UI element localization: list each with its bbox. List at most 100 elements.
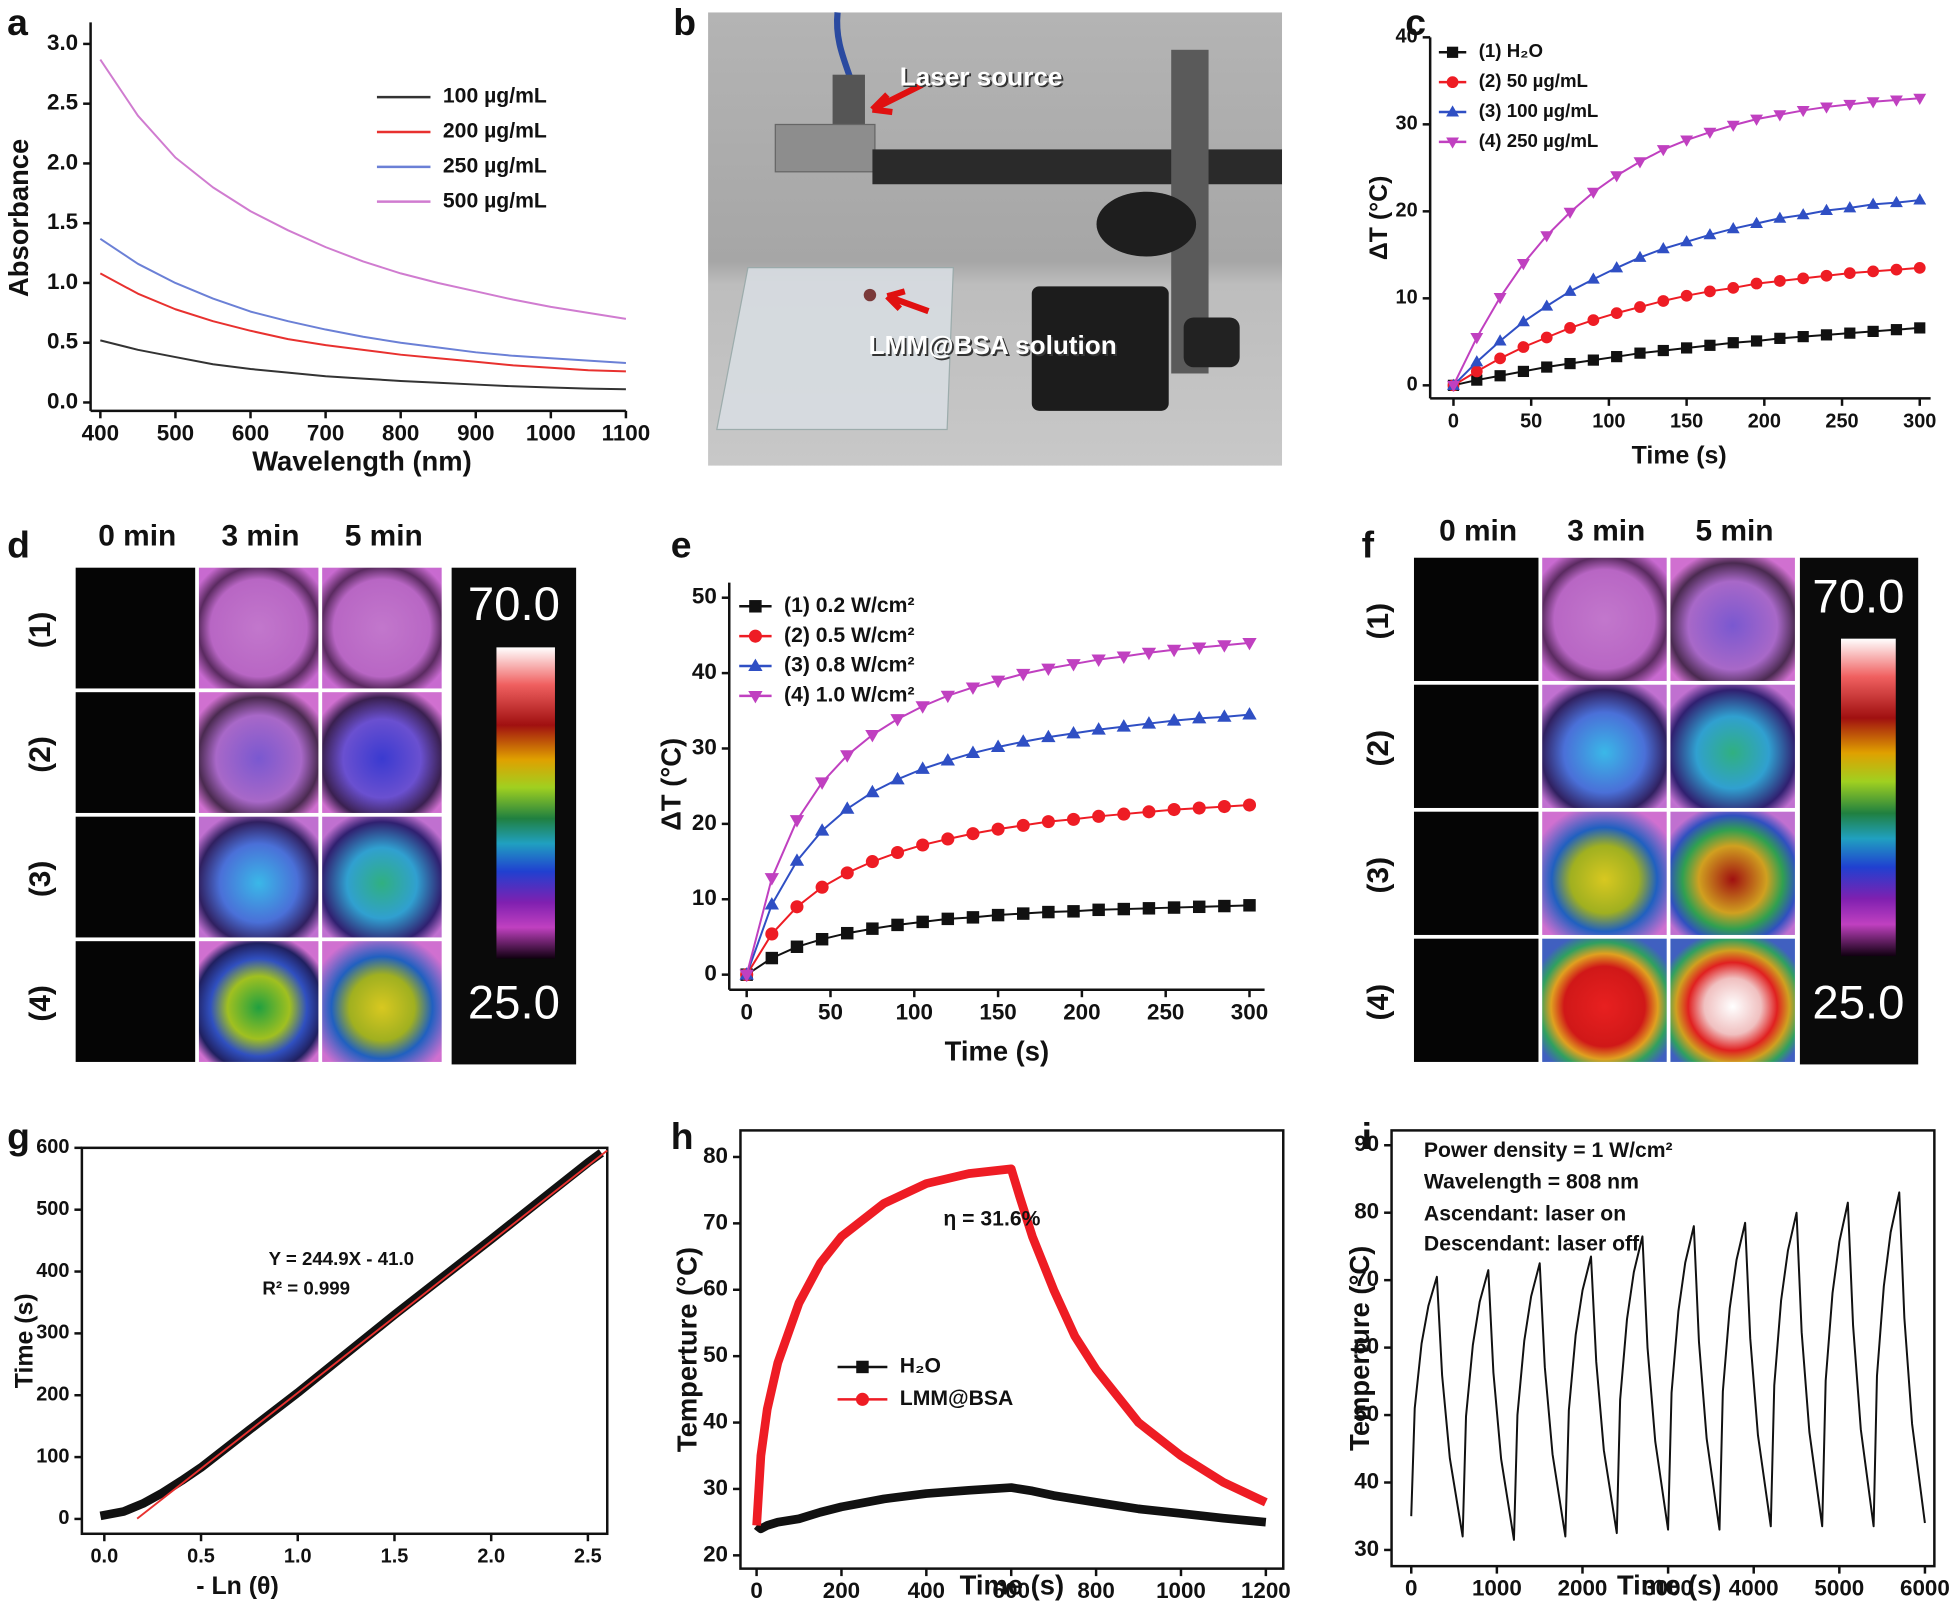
- annotation: Descendant: laser off: [1424, 1233, 1640, 1256]
- marker: [1516, 315, 1530, 327]
- marker: [990, 675, 1006, 689]
- marker: [790, 940, 804, 953]
- plot-frame: [80, 1146, 609, 1536]
- legend-label: 100 µg/mL: [443, 85, 547, 108]
- annotation: Wavelength = 808 nm: [1424, 1170, 1639, 1193]
- marker: [840, 801, 855, 814]
- y-axis-label: Absorbance: [3, 139, 34, 297]
- marker: [1867, 265, 1880, 278]
- marker: [965, 745, 981, 758]
- x-tick-label: 400: [82, 420, 119, 445]
- x-tick-label: 50: [818, 999, 843, 1024]
- marker: [940, 690, 955, 704]
- marker: [890, 714, 905, 727]
- x-tick-label: 600: [993, 1578, 1030, 1601]
- marker: [1890, 324, 1903, 336]
- marker: [1042, 905, 1055, 919]
- series-line: [1410, 1191, 1926, 1541]
- y-tick-label: 600: [36, 1136, 69, 1158]
- legend-label: (2) 50 µg/mL: [1479, 70, 1588, 91]
- marker: [1610, 261, 1624, 273]
- marker: [1796, 105, 1810, 118]
- marker: [965, 682, 981, 695]
- y-tick-label: 10: [692, 885, 717, 910]
- marker: [940, 753, 955, 766]
- x-tick-label: 1.5: [381, 1546, 409, 1568]
- thermal-cell: [1670, 557, 1795, 681]
- marker: [1446, 46, 1459, 58]
- marker: [1242, 707, 1257, 720]
- y-tick-label: 40: [1354, 1468, 1379, 1493]
- marker: [1586, 272, 1600, 284]
- marker: [1142, 902, 1156, 915]
- x-tick-label: 800: [382, 420, 419, 445]
- x-tick-label: 100: [1592, 410, 1625, 432]
- series-line: [99, 272, 626, 373]
- marker: [1016, 668, 1031, 682]
- arrow: [870, 81, 924, 116]
- column-label: 3 min: [222, 520, 300, 553]
- marker: [1541, 361, 1553, 373]
- x-tick-label: 50: [1520, 410, 1542, 432]
- plot-frame: [739, 1129, 1285, 1570]
- column-label: 3 min: [1567, 515, 1645, 548]
- thermal-cell: [322, 567, 442, 689]
- marker: [1797, 331, 1809, 343]
- thermal-cell: [75, 692, 196, 813]
- marker: [1493, 292, 1507, 305]
- y-tick-label: 20: [692, 810, 717, 835]
- x-tick-label: 3000: [1643, 1576, 1693, 1601]
- y-tick-label: 80: [1354, 1199, 1379, 1224]
- thermal-cell: [1413, 938, 1539, 1062]
- x-tick-label: 500: [157, 420, 194, 445]
- annotation: Y = 244.9X - 41.0: [269, 1248, 414, 1269]
- y-tick-label: 400: [36, 1260, 69, 1282]
- marker: [1656, 242, 1670, 254]
- x-tick-label: 6000: [1900, 1576, 1950, 1601]
- marker: [814, 823, 830, 836]
- y-tick-label: 0: [1407, 374, 1418, 396]
- y-tick-label: 20: [703, 1541, 728, 1566]
- marker: [855, 1392, 870, 1406]
- marker: [1494, 352, 1506, 365]
- marker: [1016, 734, 1031, 747]
- thermal-cell: [1670, 938, 1795, 1062]
- column-label: 5 min: [345, 520, 423, 553]
- marker: [1703, 228, 1717, 240]
- legend-label: (1) 0.2 W/cm²: [784, 594, 915, 617]
- marker: [1167, 803, 1181, 817]
- marker: [1166, 644, 1182, 658]
- marker: [814, 777, 830, 790]
- thermal-cell: [1542, 557, 1667, 681]
- marker: [1750, 216, 1763, 229]
- x-tick-label: 1100: [602, 420, 651, 445]
- marker: [1242, 637, 1257, 651]
- x-axis-label: Time (s): [960, 1570, 1064, 1601]
- y-tick-label: 50: [1354, 1401, 1379, 1426]
- marker: [966, 911, 980, 924]
- y-axis-label: Time (s): [10, 1293, 38, 1388]
- marker: [1217, 709, 1232, 722]
- marker: [749, 600, 762, 613]
- marker: [1774, 332, 1786, 344]
- marker: [1017, 907, 1030, 920]
- legend-label: 500 µg/mL: [443, 189, 547, 212]
- y-tick-label: 1.5: [47, 209, 78, 234]
- y-tick-label: 30: [692, 734, 717, 759]
- magnetic-base: [1031, 286, 1169, 411]
- x-tick-label: 150: [1670, 410, 1703, 432]
- marker: [1681, 342, 1693, 354]
- x-tick-label: 900: [457, 420, 494, 445]
- colorbar: [1840, 638, 1896, 957]
- y-tick-label: 3.0: [47, 30, 78, 55]
- marker: [890, 845, 905, 860]
- thermal-cell: [75, 941, 196, 1062]
- marker: [1192, 900, 1206, 914]
- marker: [840, 750, 855, 763]
- legend-label: (3) 0.8 W/cm²: [784, 654, 915, 677]
- marker: [1092, 903, 1105, 917]
- legend-label: LMM@BSA: [900, 1387, 1013, 1410]
- marker: [1820, 203, 1833, 215]
